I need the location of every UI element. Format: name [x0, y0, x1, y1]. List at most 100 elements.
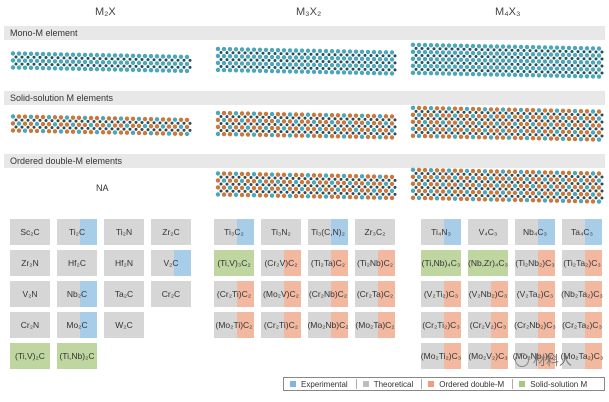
atom-mark [506, 176, 512, 181]
atom-mark [142, 130, 148, 136]
atom-mark [452, 189, 458, 194]
atom-mark [444, 131, 448, 135]
atom-mark [351, 192, 355, 196]
atom-mark [383, 121, 389, 126]
atom-mark [317, 48, 323, 54]
atom-mark [293, 69, 299, 74]
atom-mark [492, 132, 496, 136]
atom-mark [231, 122, 235, 126]
atom-mark [470, 106, 476, 112]
atom-mark [486, 118, 490, 122]
atom-mark [476, 120, 482, 126]
compound-cell: (Cr₂Ti)C₂ [214, 281, 254, 307]
atom-mark [128, 120, 132, 124]
atom-mark [434, 43, 440, 48]
atom-mark [428, 188, 434, 194]
atom-mark [414, 109, 418, 113]
atom-mark [512, 107, 518, 113]
atom-mark [225, 65, 229, 69]
atom-mark [468, 186, 472, 190]
atom-mark [130, 53, 136, 59]
atom-mark [504, 180, 508, 184]
atom-mark [219, 64, 223, 68]
atom-mark [458, 120, 464, 125]
atom-mark [309, 59, 313, 63]
atom-mark [148, 54, 154, 59]
atom-mark [279, 130, 283, 134]
atom-mark [339, 177, 343, 181]
atom-mark [219, 175, 223, 179]
atom-mark [516, 194, 520, 198]
atom-mark [494, 197, 500, 202]
atom-mark [566, 184, 572, 190]
atom-mark [570, 133, 574, 137]
compound-cell: (Mo₂Ta)C₂ [355, 312, 395, 338]
atom-mark [347, 173, 353, 179]
atom-mark [255, 51, 259, 55]
atom-mark [524, 44, 530, 50]
atom-mark [452, 182, 458, 187]
atom-mark [261, 190, 265, 194]
atom-mark [231, 175, 235, 179]
atom-mark [560, 136, 566, 142]
compound-cell: Zr₂C [151, 219, 191, 245]
atom-mark [554, 170, 560, 175]
atom-mark [275, 125, 281, 131]
atom-mark [440, 64, 446, 69]
compound-cell: Ta₂C [104, 281, 144, 307]
atom-mark [231, 58, 235, 62]
atom-mark [500, 183, 506, 188]
atom-mark [28, 51, 34, 57]
atom-mark [570, 188, 574, 192]
atom-mark [428, 126, 434, 132]
atom-mark [170, 128, 174, 132]
atom-mark [554, 66, 560, 71]
solid-swatch-icon [519, 381, 526, 387]
atom-mark [446, 57, 452, 62]
atom-mark [572, 115, 578, 121]
atom-mark [357, 124, 361, 128]
atom-mark [486, 69, 490, 73]
atom-mark [506, 121, 512, 126]
atom-mark [422, 181, 428, 187]
atom-mark [444, 172, 448, 176]
atom-mark [100, 130, 106, 135]
atom-mark [341, 194, 347, 200]
atom-mark [518, 51, 524, 57]
atom-mark [34, 114, 40, 120]
atom-mark [16, 51, 22, 56]
atom-mark [92, 64, 96, 68]
atom-mark [227, 117, 233, 123]
atom-mark [239, 47, 245, 52]
atom-mark [68, 119, 72, 123]
atom-mark [416, 112, 422, 118]
atom-mark [178, 131, 184, 137]
atom-mark [594, 113, 598, 117]
atom-mark [383, 188, 389, 194]
atom-mark [494, 114, 500, 119]
atom-mark [261, 129, 265, 133]
atom-mark [341, 70, 347, 75]
atom-mark [452, 57, 458, 62]
atom-mark [500, 121, 506, 126]
atom-mark [347, 49, 353, 54]
atom-mark [422, 195, 428, 201]
atom-mark [518, 135, 524, 141]
atom-mark [452, 64, 458, 69]
atom-mark [239, 111, 245, 116]
atom-mark [393, 118, 397, 122]
atom-mark [136, 130, 142, 136]
atom-mark [464, 196, 470, 202]
atom-mark [486, 132, 490, 136]
atom-mark [576, 113, 580, 117]
atom-mark [432, 124, 436, 128]
atom-mark [584, 192, 590, 197]
atom-mark [369, 117, 373, 121]
atom-mark [22, 128, 28, 133]
atom-mark [518, 58, 524, 64]
atom-mark [494, 121, 500, 126]
atom-mark [172, 54, 178, 59]
atom-mark [414, 53, 418, 57]
atom-mark [182, 65, 186, 69]
atom-mark [432, 61, 436, 65]
